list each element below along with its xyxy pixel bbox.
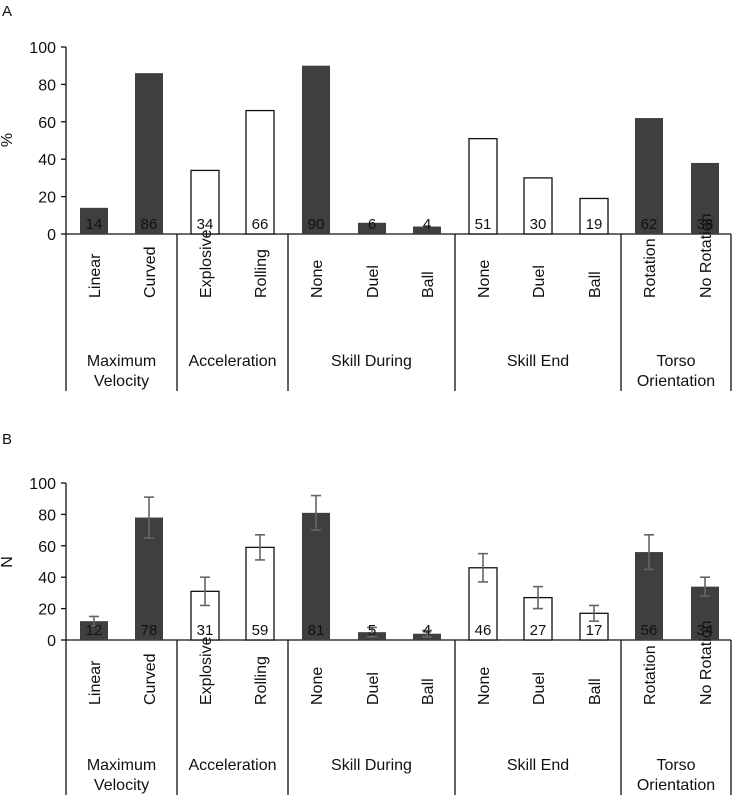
panel-label: B [2, 431, 12, 448]
bar-value-label: 56 [641, 622, 658, 639]
group-label: Torso [656, 757, 695, 774]
group-label: Skill End [507, 757, 569, 774]
bar [358, 222, 386, 234]
y-tick-label: 20 [38, 602, 56, 619]
bar [413, 226, 441, 234]
group-label: Velocity [94, 373, 149, 390]
group-label: Maximum [87, 757, 156, 774]
bar-value-label: 27 [530, 622, 547, 639]
bar-value-label: 51 [475, 216, 492, 233]
bar-value-label: 62 [641, 216, 658, 233]
x-category-label: Ball [587, 271, 604, 298]
bar-value-label: 81 [308, 622, 325, 639]
bar-value-label: 34 [697, 622, 714, 639]
bar-value-label: 30 [530, 216, 547, 233]
group-label: Skill During [331, 353, 412, 370]
x-category-label: Duel [531, 265, 548, 298]
x-category-label: Rotation [642, 238, 659, 298]
bar [523, 177, 553, 235]
x-category-label: Ball [420, 678, 437, 705]
x-category-label: None [476, 260, 493, 298]
bar [135, 73, 163, 235]
x-category-label: Rotation [642, 645, 659, 705]
bar [80, 621, 108, 640]
x-category-label: Linear [87, 253, 104, 298]
bar [245, 546, 275, 641]
bar [691, 162, 719, 234]
bar [635, 118, 663, 234]
group-label: Skill End [507, 353, 569, 370]
bar [245, 109, 275, 235]
bar-value-label: 4 [423, 622, 431, 639]
x-category-label: Rolling [253, 249, 270, 298]
y-tick-label: 20 [38, 190, 56, 207]
group-label: Skill During [331, 757, 412, 774]
x-category-label: None [309, 667, 326, 705]
x-category-label: Duel [365, 672, 382, 705]
x-category-label: Ball [420, 271, 437, 298]
bar [579, 197, 609, 235]
bar-value-label: 4 [423, 216, 431, 233]
bar-value-label: 78 [141, 622, 158, 639]
group-label: Acceleration [188, 757, 276, 774]
y-tick-label: 100 [29, 40, 56, 57]
y-tick-label: 80 [38, 77, 56, 94]
y-tick-label: 40 [38, 152, 56, 169]
x-category-label: No Rotation [698, 621, 715, 706]
bar-value-label: 66 [252, 216, 269, 233]
bar [302, 65, 330, 234]
x-category-label: Rolling [253, 656, 270, 705]
bar-value-label: 59 [252, 622, 269, 639]
bar-value-label: 17 [586, 622, 603, 639]
x-category-label: Curved [142, 246, 159, 298]
y-tick-label: 60 [38, 115, 56, 132]
bar-value-label: 31 [197, 622, 214, 639]
bar [190, 169, 220, 235]
panel-label: A [2, 3, 12, 20]
x-category-label: Linear [87, 660, 104, 705]
bar-value-label: 14 [86, 216, 103, 233]
group-label: Velocity [94, 777, 149, 794]
x-category-label: Ball [587, 678, 604, 705]
x-category-label: Curved [142, 653, 159, 705]
x-category-label: Duel [531, 672, 548, 705]
bar-value-label: 12 [86, 622, 103, 639]
bar-value-label: 90 [308, 216, 325, 233]
bar [302, 512, 330, 640]
group-label: Orientation [637, 373, 715, 390]
y-axis-label: % [0, 133, 16, 147]
bar-value-label: 19 [586, 216, 603, 233]
group-label: Orientation [637, 777, 715, 794]
group-label: Acceleration [188, 353, 276, 370]
y-tick-label: 40 [38, 570, 56, 587]
group-label: Maximum [87, 353, 156, 370]
y-tick-label: 0 [47, 633, 56, 650]
y-tick-label: 0 [47, 227, 56, 244]
bar-value-label: 5 [368, 622, 376, 639]
bar [468, 137, 498, 235]
y-tick-label: 80 [38, 507, 56, 524]
bar-value-label: 34 [197, 216, 214, 233]
x-category-label: No Rotation [698, 214, 715, 299]
x-category-label: Explosive [198, 636, 215, 705]
y-axis-label: N [0, 556, 16, 568]
y-tick-label: 60 [38, 539, 56, 556]
bar-value-label: 86 [141, 216, 158, 233]
bar-value-label: 6 [368, 216, 376, 233]
x-category-label: None [309, 260, 326, 298]
bar-value-label: 46 [475, 622, 492, 639]
x-category-label: Explosive [198, 229, 215, 298]
bar [80, 207, 108, 234]
y-tick-label: 100 [29, 476, 56, 493]
group-label: Torso [656, 353, 695, 370]
x-category-label: None [476, 667, 493, 705]
x-category-label: Duel [365, 265, 382, 298]
bar-value-label: 38 [697, 216, 714, 233]
